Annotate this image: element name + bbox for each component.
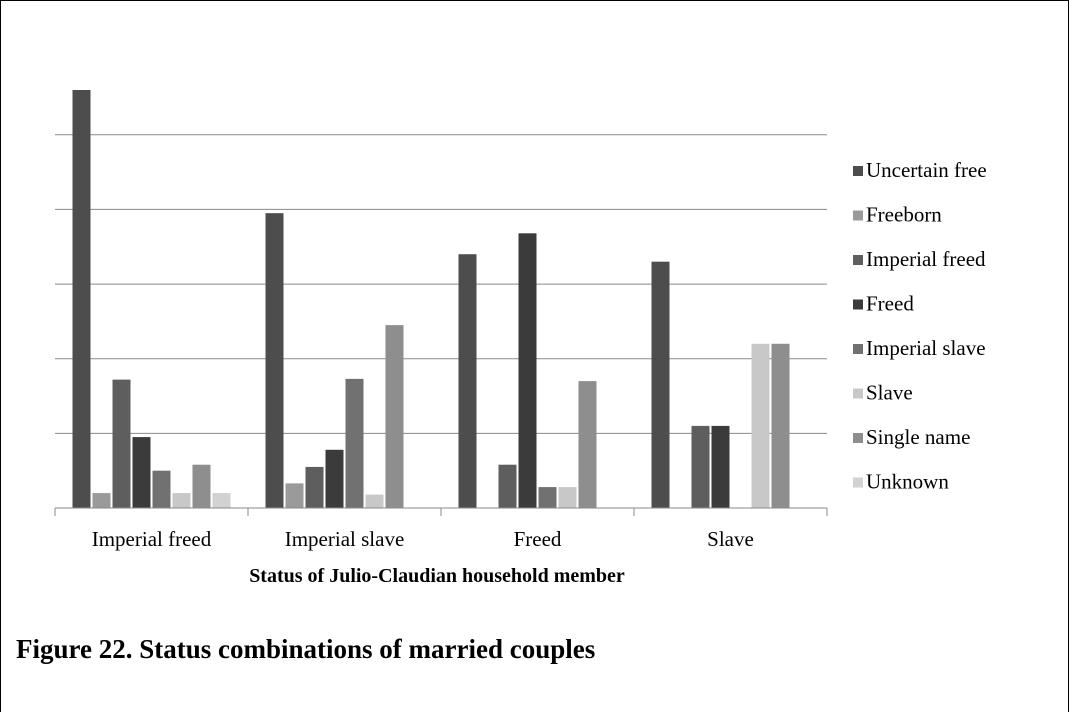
bar <box>771 343 790 508</box>
x-axis-title: Status of Julio-Claudian household membe… <box>249 565 625 587</box>
bar <box>325 449 344 508</box>
bar <box>192 464 211 508</box>
legend-swatch <box>853 433 863 443</box>
x-tick-labels: Imperial freed Imperial slave Freed Slave <box>92 527 754 551</box>
title-clip-mask <box>100 585 800 595</box>
bar <box>132 437 151 508</box>
legend-label: Uncertain free <box>866 158 987 182</box>
bar <box>498 464 517 508</box>
bar <box>92 493 111 508</box>
legend-swatch <box>853 477 863 488</box>
x-tick-label: Imperial freed <box>92 527 212 551</box>
legend: Uncertain free Freeborn Imperial freed Free… <box>853 158 987 494</box>
x-tick-label: Slave <box>707 527 754 551</box>
legend-label: Freed <box>866 292 914 316</box>
legend-label: Slave <box>866 381 913 405</box>
gridlines <box>55 134 827 434</box>
bar <box>112 379 131 508</box>
bar <box>538 487 557 508</box>
legend-swatch <box>853 388 863 399</box>
x-tick-label: Imperial slave <box>285 527 405 551</box>
legend-label: Imperial slave <box>866 336 986 360</box>
legend-swatch <box>853 210 863 221</box>
legend-label: Single name <box>866 425 970 449</box>
bar <box>651 261 670 508</box>
bar <box>458 254 477 508</box>
x-tick-label: Freed <box>514 527 562 551</box>
bar <box>751 343 770 508</box>
bar <box>385 325 404 508</box>
bar <box>265 213 284 509</box>
legend-label: Unknown <box>866 470 949 494</box>
legend-label: Imperial freed <box>866 247 986 271</box>
bar <box>558 487 577 508</box>
bar <box>172 493 191 508</box>
bar <box>285 483 304 508</box>
bar <box>152 470 171 508</box>
bar <box>212 493 231 508</box>
bar <box>711 425 730 508</box>
legend-label: Freeborn <box>866 203 942 227</box>
bar <box>578 381 597 508</box>
figure-caption: Figure 22. Status combinations of marrie… <box>16 634 596 664</box>
legend-swatch <box>853 166 863 176</box>
bar <box>691 425 710 508</box>
bar <box>518 233 537 509</box>
axes <box>54 507 828 516</box>
legend-swatch <box>853 255 863 265</box>
bar <box>365 494 384 508</box>
legend-swatch <box>853 299 863 310</box>
bar <box>345 378 364 508</box>
bar <box>305 466 324 508</box>
legend-swatch <box>853 344 863 354</box>
bars <box>72 90 790 509</box>
bar <box>72 90 91 508</box>
